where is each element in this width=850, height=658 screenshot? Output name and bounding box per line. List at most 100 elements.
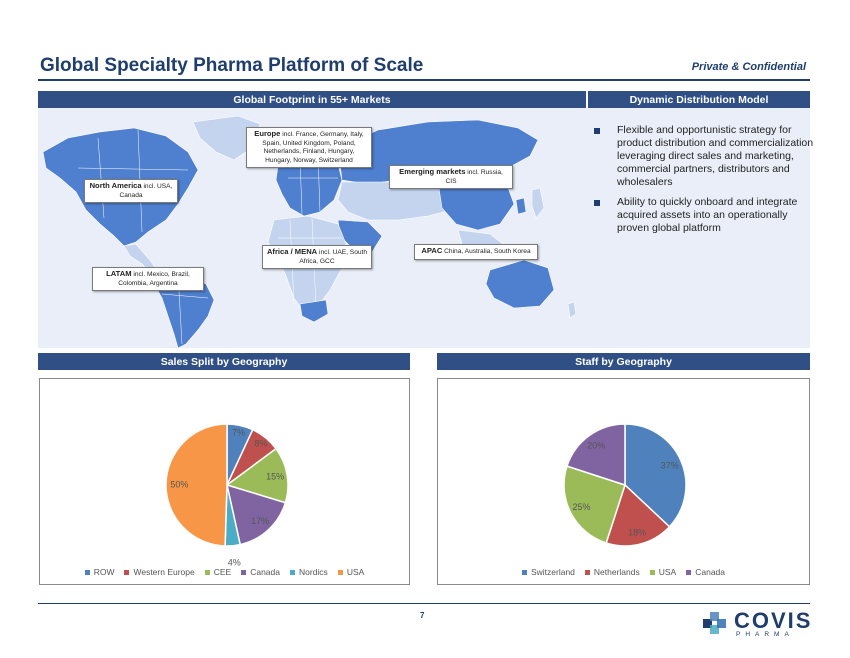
bullet-item: Ability to quickly onboard and integrate… [594,196,814,235]
logo-subtitle: PHARMA [736,631,794,638]
legend-swatch [686,569,692,575]
bullet-square-icon [594,128,600,134]
legend-label: Western Europe [133,567,195,577]
pie-data-label: 8% [254,438,267,448]
map-japan [531,187,545,219]
legend-swatch [521,569,527,575]
callout-apac: APAC China, Australia, South Korea [414,244,538,260]
pie-data-label: 7% [232,428,245,438]
map-australia [485,259,555,309]
legend-swatch [84,569,90,575]
footprint-header: Global Footprint in 55+ Markets [38,91,586,108]
legend-item: CEE [204,567,232,577]
pie-slice-switzerland [624,423,687,528]
page-title: Global Specialty Pharma Platform of Scal… [40,55,424,76]
logo-name: COVIS [734,608,813,633]
legend-item: Nordics [290,567,328,577]
staff-header: Staff by Geography [437,353,810,370]
callout-europe: Europe incl. France, Germany, Italy, Spa… [246,127,372,168]
pie-data-label: 17% [251,516,269,526]
staff-chart: 37% 18% 25% 20% Switzerland Netherlands USA Ca… [437,378,810,585]
legend-swatch [124,569,130,575]
covis-logo-icon [703,612,726,635]
pie-data-label: 25% [573,502,591,512]
sales-chart: 7% 8% 15% 17% 4% 50% ROW Western Europe CEE Cana… [39,378,410,585]
callout-latam-name: LATAM [106,269,132,278]
covis-logo: COVIS PHARMA [702,610,812,639]
callout-emerging-name: Emerging markets [399,167,466,176]
legend-item: Western Europe [124,567,195,577]
logo-wordmark: COVIS PHARMA [734,610,812,639]
staff-legend: Switzerland Netherlands USA Canada [438,567,809,577]
world-map: Europe incl. France, Germany, Italy, Spa… [38,108,593,348]
legend-swatch [204,569,210,575]
callout-latam-detail: incl. Mexico, Brazil, Colombia, Argentin… [118,271,190,287]
legend-label: Canada [695,567,726,577]
bullet-square-icon [594,200,600,206]
callout-apac-name: APAC [421,246,443,255]
callout-europe-name: Europe [254,129,281,138]
map-south-america [153,271,215,348]
bullet-text: Ability to quickly onboard and integrate… [617,196,798,234]
map-new-zealand [567,301,577,319]
callout-north-america: North America incl. USA, Canada [84,179,178,203]
legend-swatch [649,569,655,575]
legend-item: Canada [241,567,280,577]
callout-africa-detail: incl. UAE, South Africa, GCC [299,249,368,265]
staff-pie: 37% 18% 25% 20% [563,423,687,547]
callout-latam: LATAM incl. Mexico, Brazil, Colombia, Ar… [92,267,204,291]
legend-item: Switzerland [521,567,575,577]
pie-data-label: 20% [587,441,605,451]
distribution-header: Dynamic Distribution Model [588,91,810,108]
legend-item: USA [649,567,677,577]
callout-africa-name: Africa / MENA [266,247,318,256]
distribution-bullets: Flexible and opportunistic strategy for … [594,124,814,242]
pie-data-label: 18% [628,527,646,537]
confidential-label: Private & Confidential [691,61,806,73]
page-number: 7 [420,611,425,620]
pie-data-label: 37% [661,461,679,471]
pie-data-label: 15% [266,472,284,482]
callout-apac-detail: China, Australia, South Korea [444,248,531,255]
legend-label: CEE [213,567,232,577]
footer-divider [38,603,810,604]
map-korea [515,197,527,215]
legend-swatch [290,569,295,575]
legend-item: ROW [84,567,115,577]
callout-north-america-detail: incl. USA, Canada [119,183,173,199]
pie-slice-canada [566,423,626,487]
legend-item: USA [337,567,365,577]
map-greenland [192,115,261,161]
sales-header: Sales Split by Geography [38,353,410,370]
legend-label: ROW [93,567,115,577]
legend-label: Switzerland [530,567,575,577]
legend-item: Netherlands [584,567,640,577]
legend-swatch [241,569,247,575]
legend-label: Netherlands [593,567,640,577]
pie-slice-netherlands [605,483,671,547]
sales-legend: ROW Western Europe CEE Canada Nordics USA [40,567,409,577]
map-south-africa [299,299,329,323]
title-divider [38,79,810,81]
callout-emerging: Emerging markets incl. Russia, CIS [389,165,513,189]
legend-item: Canada [686,567,725,577]
pie-slice-usa [165,423,228,547]
pie-data-label: 4% [228,558,241,568]
callout-africa: Africa / MENA incl. UAE, South Africa, G… [262,245,372,269]
callout-north-america-name: North America [89,181,142,190]
legend-label: Nordics [299,567,328,577]
legend-swatch [337,569,343,575]
callout-europe-detail: incl. France, Germany, Italy, Spain, Uni… [262,131,364,164]
legend-swatch [584,569,590,575]
sales-pie: 7% 8% 15% 17% 4% 50% [165,423,289,568]
callout-emerging-detail: incl. Russia, CIS [445,169,503,185]
legend-label: Canada [250,567,280,577]
pie-data-label: 50% [170,479,188,489]
bullet-text: Flexible and opportunistic strategy for … [617,124,814,188]
pie-slice-usa [563,465,626,544]
pie-slice-canada [225,483,287,546]
legend-label: USA [658,567,677,577]
legend-label: USA [346,567,365,577]
footprint-panel: Europe incl. France, Germany, Italy, Spa… [38,108,813,348]
bullet-item: Flexible and opportunistic strategy for … [594,124,814,189]
